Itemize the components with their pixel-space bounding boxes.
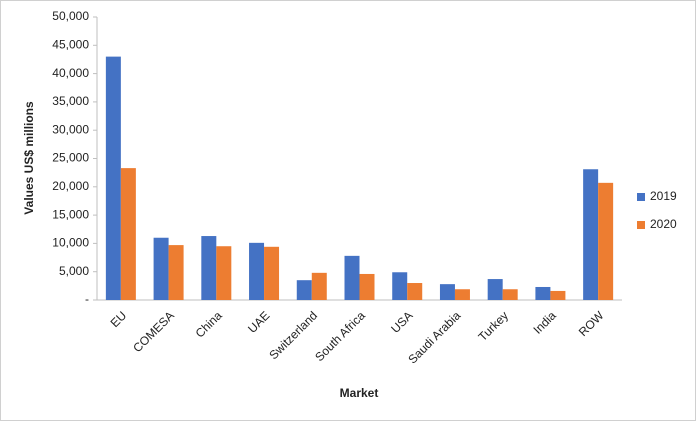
bar <box>216 246 232 300</box>
bar <box>249 242 265 300</box>
bar <box>407 283 423 300</box>
y-tick-label: 20,000 <box>52 179 89 193</box>
bar <box>392 272 408 300</box>
bar <box>583 169 599 300</box>
bar <box>296 280 312 300</box>
bar <box>454 289 470 300</box>
bar <box>120 168 136 300</box>
y-tick-label: 50,000 <box>52 9 89 23</box>
bar <box>550 290 566 300</box>
bar <box>153 237 169 300</box>
bar <box>502 289 518 300</box>
y-tick-label: 10,000 <box>52 236 89 250</box>
y-tick-label: 35,000 <box>52 94 89 108</box>
legend-swatch <box>637 193 645 201</box>
y-axis-title: Values US$ millions <box>22 101 36 215</box>
y-tick-label: 45,000 <box>52 37 89 51</box>
bar <box>344 255 360 300</box>
y-tick-label: 25,000 <box>52 151 89 165</box>
x-axis-title: Market <box>340 386 379 400</box>
y-tick-label: - <box>85 292 89 306</box>
y-tick-label: 5,000 <box>59 264 89 278</box>
y-tick-label: 15,000 <box>52 207 89 221</box>
bar <box>598 182 614 300</box>
bar <box>439 284 455 300</box>
bar <box>359 273 375 300</box>
y-tick-label: 40,000 <box>52 66 89 80</box>
bar <box>201 236 217 300</box>
bar <box>535 286 551 300</box>
bar <box>487 279 503 300</box>
bar <box>264 246 280 300</box>
legend-label: 2020 <box>650 217 677 231</box>
bar <box>311 272 327 300</box>
y-tick-label: 30,000 <box>52 122 89 136</box>
bar <box>105 56 121 301</box>
bar <box>168 245 184 300</box>
legend-label: 2019 <box>650 189 677 203</box>
legend-swatch <box>637 221 645 229</box>
